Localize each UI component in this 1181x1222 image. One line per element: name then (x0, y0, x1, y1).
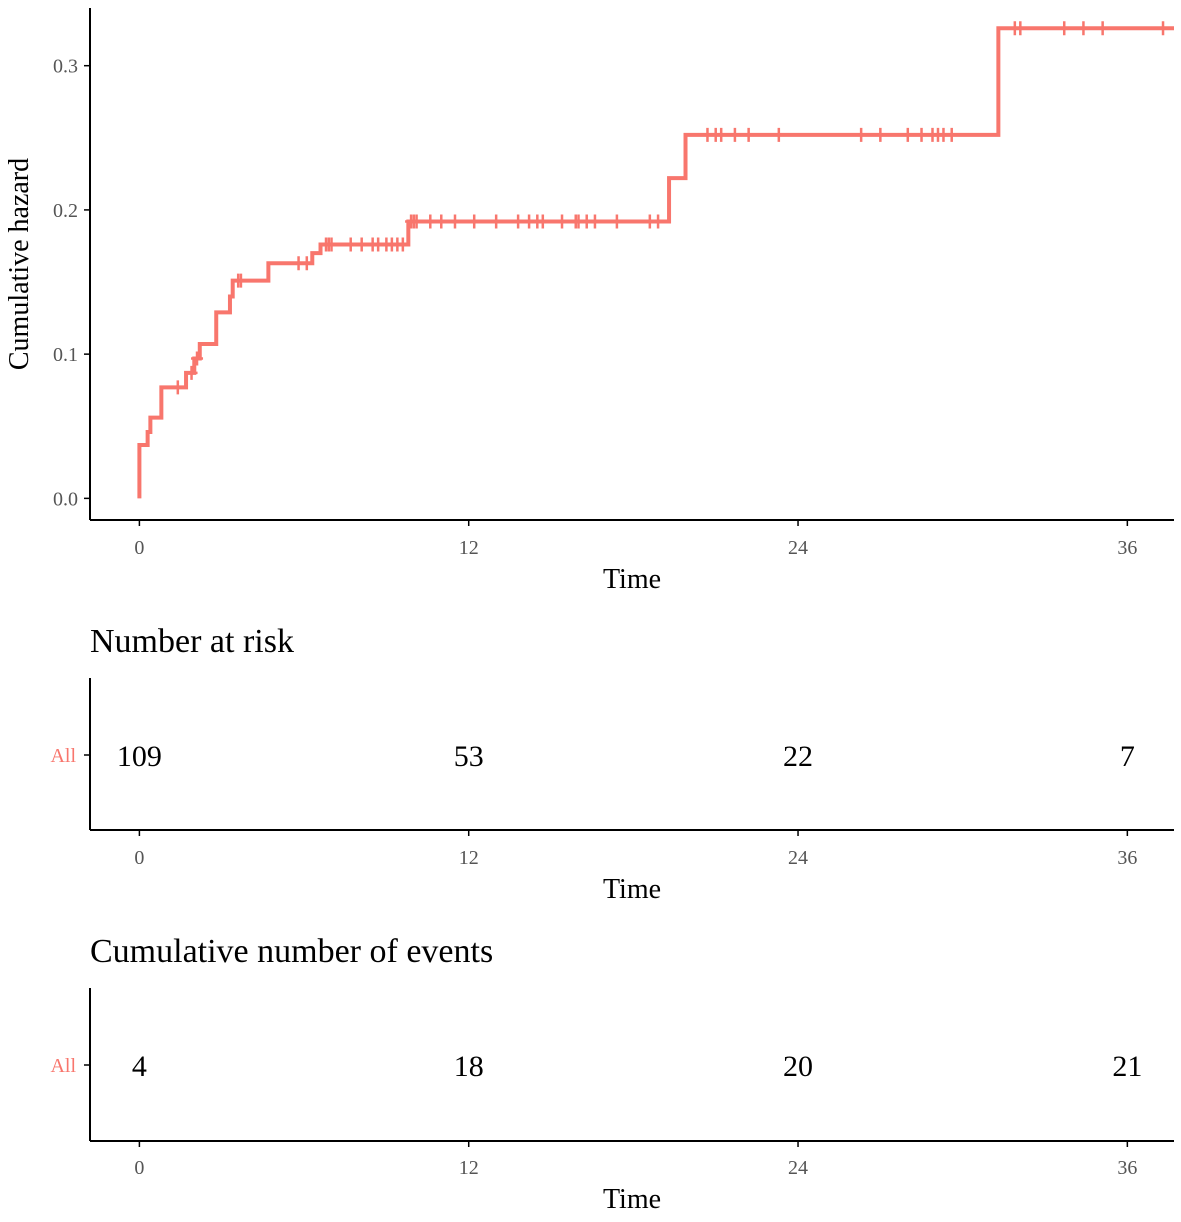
hazard-x-tick-label: 12 (459, 537, 479, 559)
risk-table-value: 53 (454, 740, 484, 773)
risk-strata-label: All (50, 745, 76, 767)
censor-mark (512, 214, 524, 228)
censor-mark (773, 128, 785, 142)
events-strata-label: All (50, 1055, 76, 1077)
events-table-value: 21 (1112, 1050, 1142, 1083)
censor-mark (490, 214, 502, 228)
censor-mark (356, 238, 368, 252)
censor-mark (325, 238, 337, 252)
hazard-x-tick-label: 0 (134, 537, 144, 559)
censor-mark (1157, 21, 1169, 35)
censor-mark (172, 380, 184, 394)
hazard-y-tick-label: 0.2 (53, 200, 78, 222)
risk-x-tick-label: 12 (459, 847, 479, 869)
censor-mark (235, 274, 247, 288)
events-x-tick-label: 24 (788, 1157, 808, 1179)
censor-mark (449, 214, 461, 228)
censor-mark (435, 214, 447, 228)
events-table-title: Cumulative number of events (90, 933, 493, 970)
hazard-y-tick-label: 0.0 (53, 488, 78, 510)
censor-mark (855, 128, 867, 142)
hazard-y-tick-label: 0.3 (53, 56, 78, 78)
censor-mark (345, 238, 357, 252)
censor-mark (411, 214, 423, 228)
censor-mark (946, 128, 958, 142)
censor-mark (1077, 21, 1089, 35)
risk-table-value: 109 (117, 740, 162, 773)
censor-mark (1058, 21, 1070, 35)
risk-x-tick-label: 36 (1117, 847, 1137, 869)
censor-mark (916, 128, 928, 142)
censor-mark (874, 128, 886, 142)
censor-mark (715, 128, 727, 142)
hazard-x-tick-label: 36 (1117, 537, 1137, 559)
censor-mark (652, 214, 664, 228)
censor-mark (537, 214, 549, 228)
risk-x-tick-label: 0 (134, 847, 144, 869)
events-x-tick-label: 12 (459, 1157, 479, 1179)
hazard-y-tick-label: 0.1 (53, 344, 78, 366)
censor-mark (902, 128, 914, 142)
censor-mark (556, 214, 568, 228)
risk-x-axis-title: Time (603, 874, 661, 905)
events-table-value: 20 (783, 1050, 813, 1083)
censor-mark (589, 214, 601, 228)
censor-mark (424, 214, 436, 228)
events-x-axis-title: Time (603, 1184, 661, 1215)
risk-table-value: 7 (1120, 740, 1135, 773)
events-table-value: 4 (132, 1050, 147, 1083)
events-x-tick-label: 0 (134, 1157, 144, 1179)
risk-x-tick-label: 24 (788, 847, 808, 869)
risk-table-value: 22 (783, 740, 813, 773)
censor-mark (611, 214, 623, 228)
hazard-y-axis-title: Cumulative hazard (4, 158, 35, 370)
figure-canvas: 0.0 0.1 0.2 0.3 0 12 24 36 Time Cumulative hazard… (0, 0, 1181, 1222)
censor-mark (1014, 21, 1026, 35)
censor-mark (729, 128, 741, 142)
censor-mark (468, 214, 480, 228)
hazard-x-axis-title: Time (603, 564, 661, 595)
events-x-tick-label: 36 (1117, 1157, 1137, 1179)
events-table-value: 18 (454, 1050, 484, 1083)
risk-table-title: Number at risk (90, 623, 294, 660)
hazard-x-tick-label: 24 (788, 537, 808, 559)
censor-mark (743, 128, 755, 142)
censor-mark (1097, 21, 1109, 35)
